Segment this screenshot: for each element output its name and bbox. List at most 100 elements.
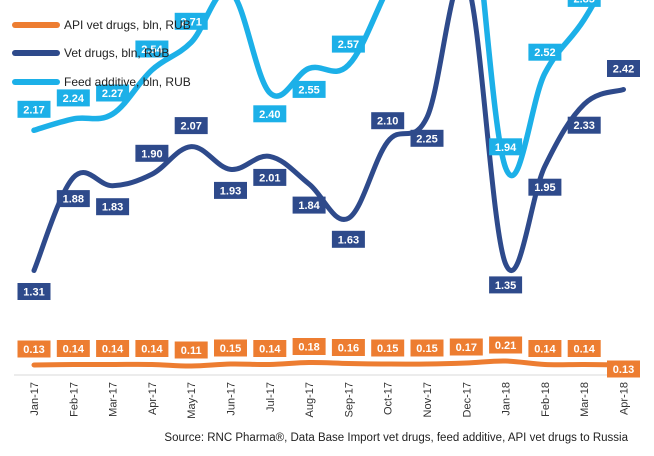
data-label-box: [214, 339, 247, 357]
data-label: 0.13: [17, 340, 51, 358]
data-label-text: 0.15: [416, 343, 437, 355]
legend-label: API vet drugs, bln, RUB: [64, 18, 191, 32]
data-label: 1.94: [489, 138, 523, 156]
x-tick-label: Sep-17: [343, 382, 355, 417]
series-line: [31, 0, 626, 274]
data-label-text: 0.17: [456, 342, 477, 354]
legend-item-api: API vet drugs, bln, RUB: [12, 17, 191, 33]
data-label-text: 1.95: [534, 182, 555, 194]
data-label-box: [135, 144, 169, 162]
x-tick-label: Nov-17: [422, 382, 434, 417]
data-label: 2.71: [174, 12, 208, 30]
legend-item-feed: Feed additive, bln, RUB: [12, 74, 191, 90]
data-label-box: [253, 340, 287, 357]
data-label-box: [56, 89, 90, 107]
data-label-text: 0.13: [613, 364, 634, 376]
data-label-box: [56, 190, 90, 208]
data-label: 0.14: [135, 340, 169, 357]
x-tick-label: Oct-17: [383, 382, 395, 415]
data-label-box: [292, 196, 326, 214]
data-label-text: 2.01: [259, 172, 280, 184]
data-label-box: [174, 117, 208, 135]
data-label-text: 1.88: [63, 194, 84, 206]
data-label-text: 2.07: [180, 121, 201, 133]
data-label-box: [371, 112, 405, 130]
data-label: 2.07: [174, 117, 208, 135]
data-label-box: [253, 105, 287, 123]
data-label-box: [292, 338, 326, 355]
data-label-text: 1.84: [298, 200, 320, 212]
data-label-box: [607, 360, 640, 378]
data-label-text: 0.11: [181, 345, 202, 357]
data-label-text: 2.10: [377, 116, 398, 128]
x-tick-label: Aug-17: [304, 382, 316, 417]
source-note: Source: RNC Pharma®, Data Base Import ve…: [164, 432, 628, 444]
data-label: 1.31: [17, 283, 51, 300]
data-label: 2.55: [292, 80, 326, 98]
data-label-box: [567, 340, 601, 357]
data-label-text: 2.17: [23, 104, 44, 116]
data-label-box: [96, 340, 130, 357]
data-label-text: 2.85: [573, 0, 594, 5]
legend-label: Vet drugs, bln, RUB: [64, 46, 170, 60]
x-axis: Jan-17 Feb-17 Mar-17 Apr-17 May-17 Jun-17 Jul-…: [14, 374, 640, 419]
data-label: 0.21: [489, 336, 523, 354]
data-label-text: 2.27: [102, 88, 123, 100]
x-tick-label: May-17: [186, 382, 198, 419]
data-label: 2.01: [253, 168, 287, 186]
data-label: 2.25: [410, 129, 444, 147]
data-label-box: [410, 339, 444, 357]
data-label: 2.33: [567, 116, 601, 134]
data-label-box: [371, 339, 405, 357]
data-label-box: [331, 339, 365, 356]
data-label: 0.13: [607, 360, 640, 378]
data-label-text: 2.55: [298, 84, 319, 96]
data-label-box: [96, 198, 130, 216]
data-label: 2.17: [17, 100, 51, 118]
data-label: 2.54: [135, 40, 169, 58]
data-label: 2.57: [331, 35, 365, 53]
data-label: 2.40: [253, 105, 287, 123]
data-label-box: [528, 340, 562, 357]
data-label-text: 2.33: [573, 120, 594, 132]
data-label: 1.93: [214, 181, 247, 199]
data-label-text: 1.90: [141, 148, 162, 160]
data-label-text: 0.21: [495, 340, 516, 352]
data-label-box: [567, 0, 601, 7]
x-tick-label: Jan-18: [501, 382, 513, 416]
data-label-box: [607, 60, 640, 77]
legend-swatch: [12, 22, 60, 28]
data-label: 0.17: [449, 338, 483, 356]
data-label-box: [56, 340, 90, 357]
data-label-text: 0.14: [573, 344, 595, 356]
data-label-text: 2.40: [259, 109, 280, 121]
data-label-box: [528, 43, 562, 61]
series-line: [31, 358, 626, 369]
data-label-text: 1.35: [495, 280, 516, 292]
data-label-text: 1.83: [102, 202, 123, 214]
data-label-box: [292, 80, 326, 98]
data-label: 0.14: [567, 340, 601, 357]
data-label: 2.27: [96, 84, 130, 102]
data-label-box: [489, 276, 523, 294]
x-tick-label: Feb-17: [68, 382, 80, 417]
data-label-box: [135, 40, 169, 58]
legend-label: Feed additive, bln, RUB: [64, 75, 191, 89]
legend-swatch: [12, 79, 60, 85]
data-label-box: [17, 100, 51, 118]
data-label-box: [17, 340, 51, 358]
data-label: 1.83: [96, 198, 130, 216]
data-label-box: [528, 178, 562, 196]
data-label: 0.14: [56, 340, 90, 357]
data-label-text: 0.14: [259, 344, 281, 356]
data-label: 0.11: [174, 341, 208, 359]
data-label-text: 0.15: [220, 343, 241, 355]
data-label: 2.85: [567, 0, 601, 7]
data-label-text: 2.25: [416, 133, 437, 145]
x-tick-label: Apr-17: [147, 382, 159, 415]
data-label: 0.14: [528, 340, 562, 357]
data-label-text: 0.14: [102, 344, 124, 356]
data-label: 0.15: [410, 339, 444, 357]
data-label-text: 0.14: [63, 344, 85, 356]
